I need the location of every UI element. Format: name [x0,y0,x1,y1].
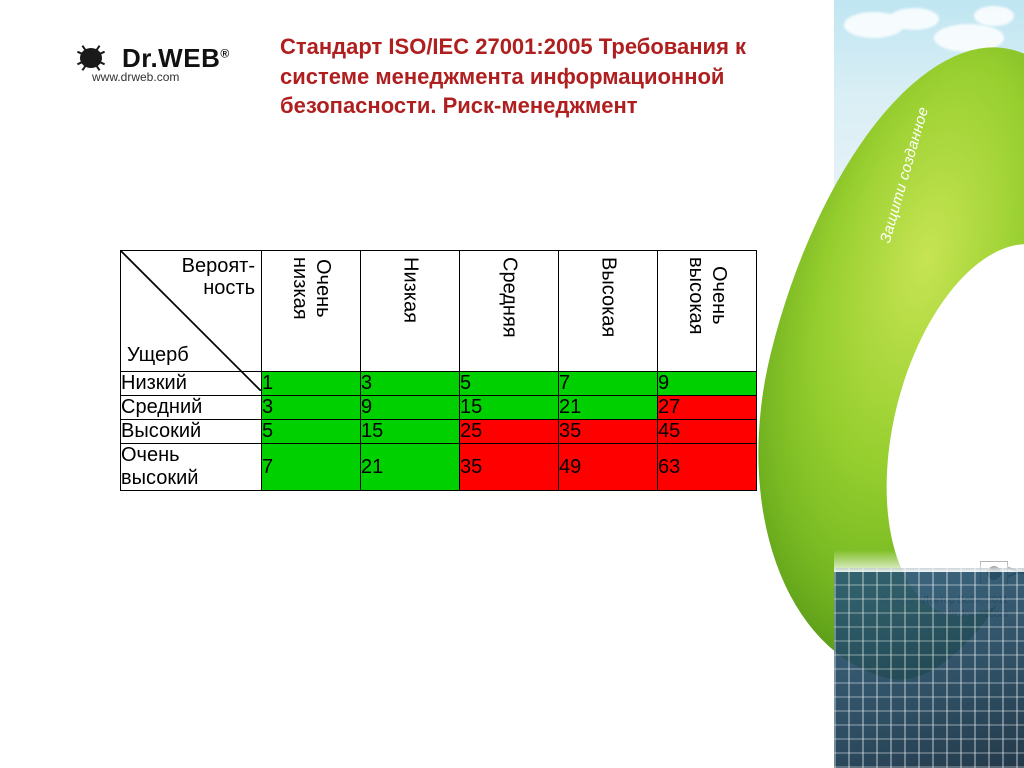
col-header: Низкая [361,251,460,372]
risk-cell: 21 [559,396,658,420]
damage-axis-label: Ущерб [127,344,189,367]
risk-cell: 35 [559,420,658,444]
risk-cell: 35 [460,444,559,491]
risk-cell: 3 [262,396,361,420]
row-header: Средний [121,396,262,420]
col-header: Средняя [460,251,559,372]
risk-cell: 1 [262,372,361,396]
col-header: Оченьнизкая [262,251,361,372]
corner-cell: Вероят-ность Ущерб [121,251,262,372]
risk-cell: 21 [361,444,460,491]
risk-cell: 15 [460,396,559,420]
row-header: Высокий [121,420,262,444]
risk-cell: 45 [658,420,757,444]
risk-matrix: Вероят-ность Ущерб ОченьнизкаяНизкаяСредня… [120,250,757,491]
risk-cell: 7 [559,372,658,396]
risk-cell: 5 [460,372,559,396]
risk-cell: 27 [658,396,757,420]
probability-axis-label: Вероят-ность [182,255,255,299]
risk-cell: 63 [658,444,757,491]
risk-cell: 15 [361,420,460,444]
col-header: Высокая [559,251,658,372]
registered-mark: ® [220,46,229,60]
slide-title: Стандарт ISO/IEC 27001:2005 Требования к… [280,32,800,121]
building-photo [834,568,1024,768]
col-header: Оченьвысокая [658,251,757,372]
brand-name: Dr.WEB [122,43,220,73]
risk-cell: 25 [460,420,559,444]
decorative-side-band: Защити созданное © ООО «Доктор Веб», 201… [834,0,1024,768]
risk-cell: 49 [559,444,658,491]
risk-cell: 9 [361,396,460,420]
risk-cell: 3 [361,372,460,396]
risk-cell: 9 [658,372,757,396]
brand-url: www.drweb.com [92,70,179,84]
risk-cell: 5 [262,420,361,444]
brand-text: Dr.WEB® [122,43,230,74]
risk-cell: 7 [262,444,361,491]
row-header: Оченьвысокий [121,444,262,491]
